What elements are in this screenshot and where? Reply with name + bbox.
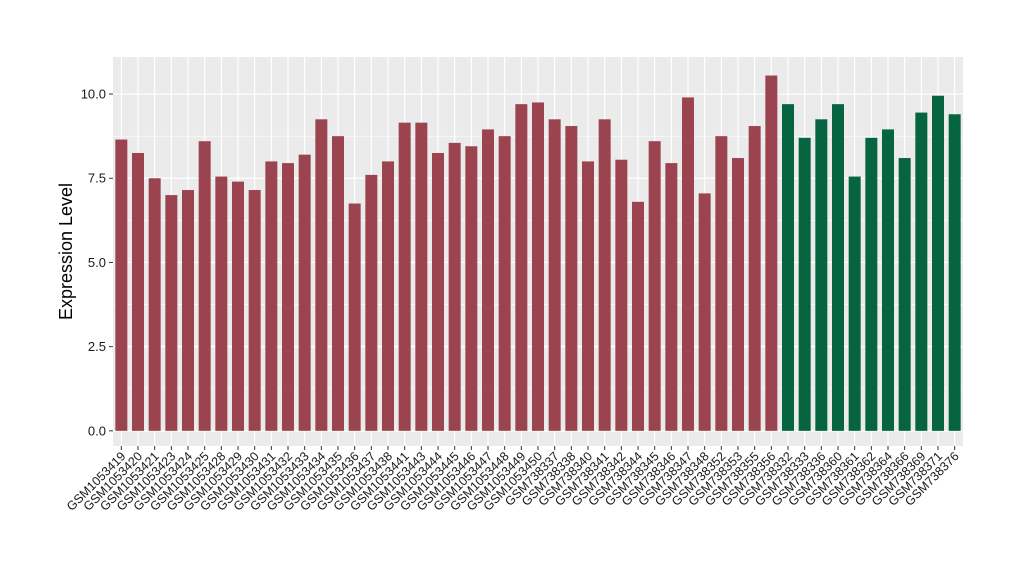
bar-GSM1053423 — [165, 195, 178, 431]
bar-GSM1053441 — [398, 122, 411, 431]
bar-GSM1053428 — [215, 176, 228, 431]
bar-GSM738356 — [765, 75, 778, 431]
y-tick-label: 10.0 — [81, 87, 106, 102]
bars — [115, 75, 961, 431]
bar-GSM738362 — [865, 137, 878, 431]
bar-GSM1053450 — [532, 102, 544, 431]
bar-GSM1053420 — [132, 152, 144, 431]
y-tick-label: 5.0 — [88, 255, 106, 270]
bar-GSM1053443 — [415, 122, 428, 431]
bar-GSM738366 — [898, 158, 911, 431]
bar-GSM1053424 — [182, 190, 194, 431]
bar-GSM1053430 — [248, 190, 261, 431]
bar-GSM738336 — [815, 119, 828, 431]
bar-GSM738344 — [632, 201, 644, 431]
bar-GSM1053434 — [315, 119, 328, 431]
bar-GSM1053425 — [198, 141, 211, 431]
bar-GSM1053419 — [115, 139, 128, 431]
y-axis: 0.0 2.5 5.0 7.5 10.0 — [81, 87, 113, 438]
bar-GSM1053429 — [232, 181, 244, 431]
bar-GSM1053445 — [448, 142, 461, 431]
bar-GSM1053449 — [515, 104, 528, 431]
bar-GSM1053448 — [498, 136, 511, 431]
bar-GSM1053436 — [348, 203, 361, 431]
y-tick-label: 2.5 — [88, 339, 106, 354]
bar-GSM1053435 — [332, 136, 344, 431]
bar-GSM738338 — [565, 126, 578, 431]
bar-GSM1053437 — [365, 174, 378, 431]
bar-GSM738345 — [648, 141, 661, 431]
y-tick-label: 7.5 — [88, 171, 106, 186]
bar-GSM1053447 — [482, 129, 494, 431]
bar-GSM738352 — [715, 136, 728, 431]
bar-GSM738360 — [832, 104, 844, 431]
bar-GSM738332 — [782, 104, 794, 431]
bar-GSM1053432 — [282, 163, 294, 431]
bar-GSM738340 — [582, 161, 594, 431]
bar-GSM738361 — [848, 176, 861, 431]
bar-GSM1053446 — [465, 146, 478, 431]
bar-GSM1053444 — [432, 152, 444, 431]
bar-GSM738355 — [748, 126, 761, 431]
x-axis: GSM1053419GSM1053420GSM1053421GSM1053423… — [64, 446, 962, 514]
bar-GSM738348 — [698, 193, 711, 431]
bar-GSM738347 — [682, 97, 694, 431]
bar-GSM738353 — [732, 158, 744, 431]
bar-GSM1053421 — [148, 178, 161, 431]
bar-GSM738342 — [615, 159, 628, 431]
bar-GSM738369 — [915, 112, 928, 431]
bar-GSM738364 — [882, 129, 894, 431]
bar-GSM738333 — [798, 137, 811, 431]
bar-GSM1053438 — [382, 161, 394, 431]
y-axis-label: Expression Level — [56, 183, 76, 320]
bar-GSM738371 — [932, 95, 944, 431]
y-tick-label: 0.0 — [88, 423, 106, 438]
bar-GSM738346 — [665, 163, 678, 431]
bar-GSM1053431 — [265, 161, 278, 431]
bar-GSM738341 — [598, 119, 611, 431]
bar-GSM738337 — [548, 119, 561, 431]
bar-GSM1053433 — [298, 154, 311, 431]
bar-GSM738376 — [948, 114, 961, 431]
